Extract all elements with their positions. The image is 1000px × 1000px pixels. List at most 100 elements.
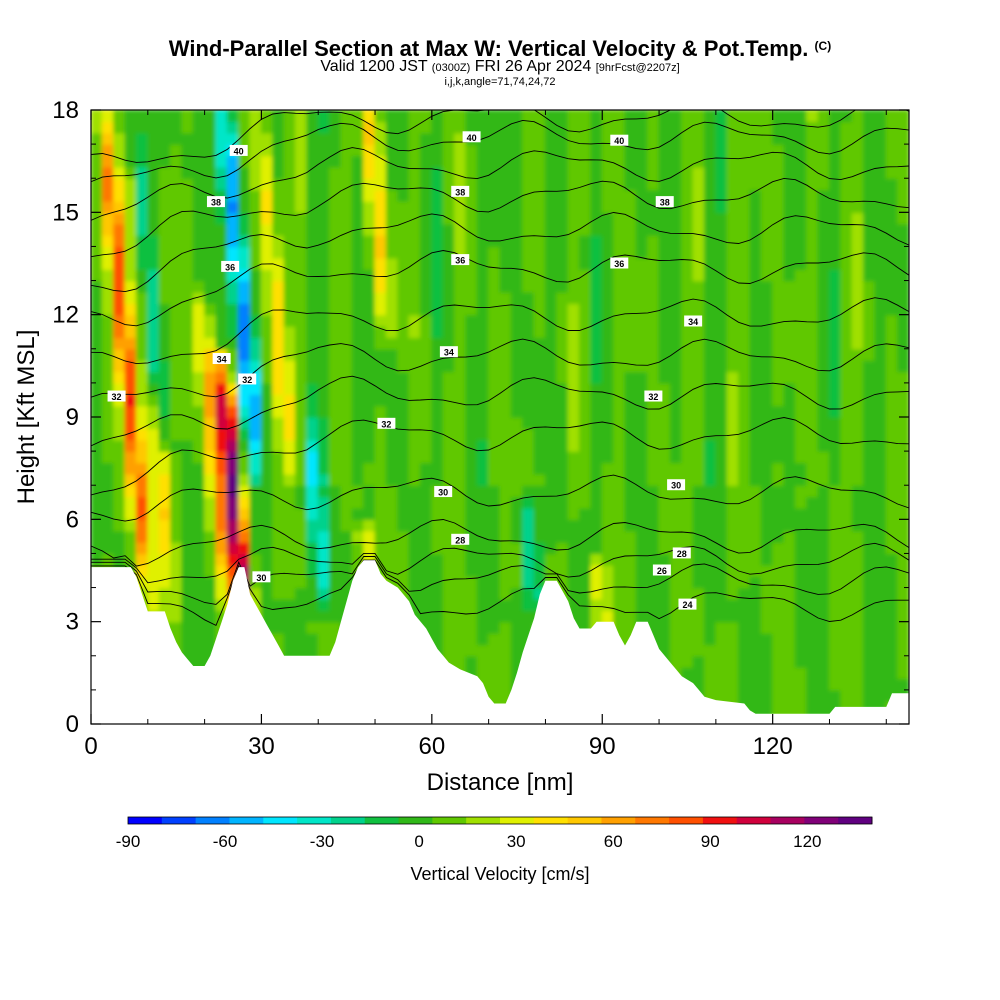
velocity-cell (590, 371, 603, 384)
velocity-cell (760, 507, 774, 521)
velocity-cell (272, 336, 285, 350)
terrain-shape (91, 560, 909, 724)
velocity-cell (226, 177, 240, 191)
velocity-cell (329, 450, 342, 464)
velocity-cell (863, 154, 876, 168)
velocity-cell (147, 177, 160, 191)
velocity-cell (510, 200, 524, 214)
velocity-cell (226, 450, 240, 464)
velocity-cell (317, 314, 331, 327)
velocity-cell (101, 416, 115, 430)
velocity-cell (249, 120, 263, 134)
velocity-cell (147, 564, 160, 577)
velocity-cell (806, 154, 819, 168)
theta-contour-line (91, 119, 909, 183)
velocity-cell (204, 427, 217, 441)
velocity-cell (329, 177, 342, 191)
velocity-cell (488, 280, 501, 293)
velocity-cell (192, 177, 206, 191)
velocity-cell (158, 143, 172, 157)
velocity-cell (272, 280, 285, 293)
velocity-cell (669, 405, 683, 418)
velocity-cell (897, 678, 909, 691)
velocity-cell (544, 450, 558, 464)
velocity-cell (158, 200, 172, 214)
velocity-cell (260, 132, 274, 145)
velocity-cell (249, 314, 263, 327)
velocity-cell (181, 257, 194, 270)
velocity-cell (192, 643, 206, 657)
velocity-cell (874, 143, 887, 157)
velocity-cell (419, 461, 433, 475)
velocity-cell (374, 518, 388, 532)
velocity-cell (522, 518, 535, 532)
velocity-cell (397, 245, 410, 259)
velocity-cell (306, 166, 319, 179)
velocity-cell (851, 177, 865, 191)
velocity-cell (124, 280, 138, 293)
velocity-cell (91, 393, 104, 407)
contour-label-bg (434, 486, 453, 498)
velocity-cell (760, 268, 774, 282)
velocity-cell (170, 621, 183, 634)
velocity-cell (283, 587, 297, 600)
velocity-cell (488, 291, 501, 304)
velocity-cell (317, 416, 331, 430)
velocity-cell (488, 200, 501, 214)
velocity-cell (147, 507, 160, 521)
velocity-cell (408, 154, 422, 168)
velocity-cell (363, 496, 376, 509)
velocity-cell (147, 325, 160, 339)
velocity-cell (681, 621, 694, 634)
velocity-cell (101, 450, 115, 464)
velocity-cell (851, 643, 865, 657)
velocity-cell (567, 564, 581, 577)
velocity-cell (385, 189, 399, 202)
velocity-cell (124, 382, 138, 395)
velocity-cell (476, 280, 490, 293)
contour-label: 24 (678, 598, 697, 610)
velocity-cell (431, 632, 444, 646)
velocity-cell (454, 223, 467, 236)
velocity-cell (488, 507, 501, 521)
velocity-cell (147, 200, 160, 214)
velocity-cell (215, 110, 229, 123)
velocity-cell (874, 348, 887, 361)
velocity-cell (283, 427, 297, 441)
velocity-cell (863, 461, 876, 475)
velocity-cell (363, 120, 376, 134)
velocity-cell (374, 359, 388, 373)
velocity-cell (590, 450, 603, 464)
velocity-cell (556, 280, 569, 293)
velocity-cell (397, 154, 410, 168)
velocity-cell (840, 530, 853, 543)
velocity-cell (113, 473, 126, 486)
velocity-cell (238, 120, 251, 134)
velocity-cell (226, 552, 240, 566)
velocity-cell (817, 359, 831, 373)
velocity-cell (556, 166, 569, 179)
velocity-cell (101, 120, 115, 134)
velocity-cell (249, 393, 263, 407)
velocity-cell (295, 314, 308, 327)
velocity-cell (613, 575, 626, 589)
velocity-cell (181, 291, 194, 304)
velocity-cell (170, 450, 183, 464)
velocity-cell (351, 484, 365, 498)
velocity-cell (147, 405, 160, 418)
velocity-cell (715, 245, 728, 259)
velocity-cell (579, 189, 592, 202)
velocity-cell (897, 609, 909, 623)
velocity-cell (260, 200, 274, 214)
velocity-cell (295, 427, 308, 441)
velocity-cell (726, 507, 740, 521)
velocity-cell (579, 234, 592, 248)
velocity-cell (635, 143, 649, 157)
velocity-cell (590, 575, 603, 589)
velocity-cell (760, 666, 774, 680)
velocity-cell (647, 530, 660, 543)
velocity-cell (204, 587, 217, 600)
velocity-cell (828, 336, 842, 350)
contour-label: 32 (377, 417, 396, 429)
velocity-cell (783, 666, 797, 680)
